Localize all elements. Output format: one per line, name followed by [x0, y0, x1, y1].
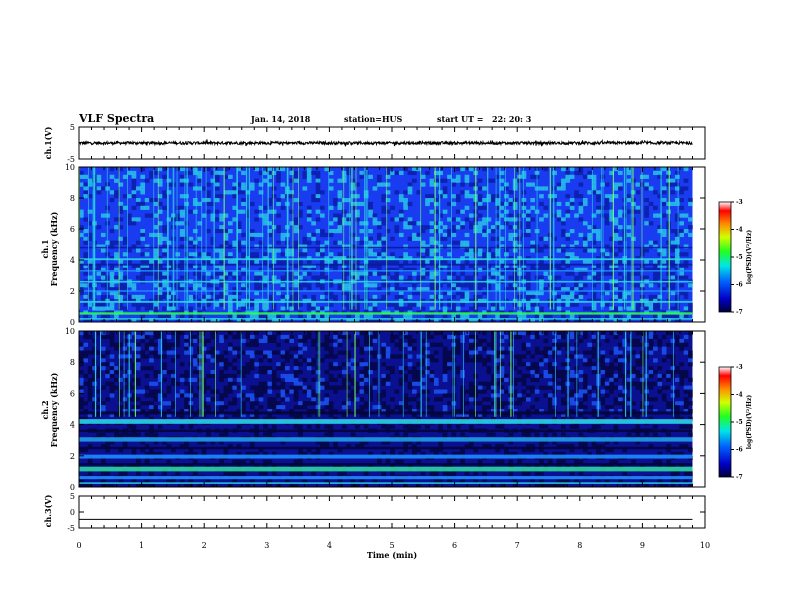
ch2-colorbar-label: log(PSD)(V²/Hz): [746, 395, 753, 450]
time-tick-label: 6: [452, 541, 457, 550]
spectrogram-2-ytick-label: 2: [70, 452, 75, 461]
ch3-waveform-ytick-label: 0: [70, 508, 75, 517]
colorbar-tick-label: -5: [736, 254, 743, 261]
ch1-waveform-trace: [79, 138, 693, 147]
ch3-waveform-panel: 5 0 -5: [67, 492, 706, 533]
ch3-waveform-ytick-label: 5: [70, 492, 75, 501]
ch3-waveform-ylabel: ch.3(V): [43, 494, 53, 527]
ch1-colorbar: -3 -4 -5 -6 -7 log(PSD)(V²/Hz): [718, 199, 753, 316]
time-axis: 0 1 2 3 4 5 6 7 8 9 10: [76, 541, 710, 550]
spectrogram-1-ytick-label: 0: [70, 318, 75, 327]
colorbar-tick-label: -3: [736, 364, 743, 371]
ch2-spec-ylabel-line1: ch.2: [40, 400, 50, 419]
ch1-spec-ylabel-line2: Frequency (kHz): [49, 211, 59, 286]
ch1-waveform-ytick-label: -5: [67, 155, 75, 164]
spectrogram-2-ytick-label: 8: [70, 358, 75, 367]
colorbar-tick-label: -5: [736, 419, 743, 426]
spectrogram-1-ytick-label: 2: [70, 287, 75, 296]
time-tick-label: 8: [577, 541, 582, 550]
spectrogram-1-ytick-label: 10: [65, 163, 75, 172]
ch1-spec-ylabel-line1: ch.1: [40, 239, 50, 258]
time-tick-label: 1: [139, 541, 144, 550]
spectrogram-2-ytick-label: 0: [70, 483, 75, 492]
spectrogram-2-ytick-label: 10: [65, 327, 75, 336]
spectrogram-image-1: [79, 167, 693, 323]
ch1-waveform-panel: 5 -5: [67, 123, 706, 164]
time-tick-label: 2: [202, 541, 207, 550]
colorbar-tick-label: -4: [736, 227, 743, 234]
ch2-spec-ylabel-line2: Frequency (kHz): [49, 372, 59, 447]
ch1-spectrogram-panel: 10 8 6 4 2 0: [65, 163, 706, 327]
time-tick-label: 4: [327, 541, 332, 550]
colorbar-tick-label: -4: [736, 392, 743, 399]
spectrogram-1-ytick-label: 8: [70, 194, 75, 203]
spectrogram-2-ytick-label: 6: [70, 389, 75, 398]
ch1-waveform-ytick-label: 5: [70, 123, 75, 132]
start-time-value: 22: 20: 3: [492, 114, 532, 124]
spectrogram-image-2: [79, 331, 693, 488]
time-tick-label: 7: [515, 541, 520, 550]
time-tick-label: 3: [264, 541, 269, 550]
time-tick-label: 10: [700, 541, 710, 550]
figure-title: VLF Spectra: [78, 112, 154, 125]
time-tick-label: 9: [640, 541, 645, 550]
colorbar-tick-label: -3: [736, 199, 743, 206]
ch3-waveform-ytick-label: -5: [67, 524, 75, 533]
time-axis-label: Time (min): [367, 550, 417, 560]
ch1-waveform-ylabel: ch.1(V): [43, 126, 53, 159]
time-tick-label: 5: [389, 541, 394, 550]
time-tick-label: 0: [76, 541, 81, 550]
station-label: station=HUS: [344, 114, 403, 124]
colorbar-tick-label: -6: [736, 447, 743, 454]
colorbar-tick-label: -6: [736, 282, 743, 289]
spectrogram-1-ytick-label: 4: [70, 256, 75, 265]
spectrogram-2-ytick-label: 4: [70, 421, 75, 430]
colorbar-tick-label: -7: [736, 309, 743, 316]
spectrogram-1-ytick-label: 6: [70, 225, 75, 234]
ch2-spectrogram-panel: 10 8 6 4 2 0: [65, 327, 706, 492]
colorbar-tick-label: -7: [736, 474, 743, 481]
ch2-colorbar: -3 -4 -5 -6 -7 log(PSD)(V²/Hz): [718, 364, 753, 481]
date-label: Jan. 14, 2018: [250, 114, 311, 124]
start-ut-label: start UT =: [437, 114, 484, 124]
ch1-colorbar-label: log(PSD)(V²/Hz): [746, 230, 753, 285]
